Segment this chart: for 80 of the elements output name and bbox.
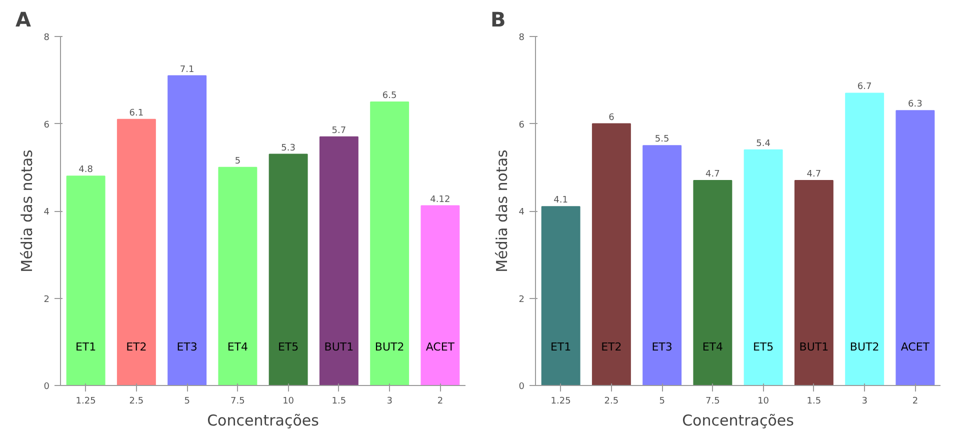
bar — [268, 154, 308, 386]
data-label: 5.5 — [654, 134, 670, 145]
annotation: ET4 — [702, 340, 724, 354]
annotation: BUT2 — [374, 340, 404, 354]
y-axis-title: Média das notas — [492, 149, 511, 272]
data-label: 4.12 — [430, 194, 450, 205]
y-tick-label: 6 — [44, 120, 50, 130]
annotation: ET4 — [227, 340, 248, 354]
annotation: ET3 — [176, 340, 198, 354]
data-label: 4.7 — [806, 169, 822, 180]
x-tick-label: 5 — [659, 396, 665, 406]
y-tick-label: 6 — [518, 120, 525, 130]
data-label: 6.7 — [857, 82, 872, 92]
bar — [116, 118, 156, 386]
bar — [592, 123, 631, 386]
y-tick-label: 2 — [44, 294, 50, 305]
chart-title: A — [16, 8, 32, 32]
y-tick-label: 0 — [44, 382, 50, 392]
y-tick-label: 0 — [518, 382, 525, 392]
x-tick-label: 10 — [758, 396, 770, 406]
y-tick-label: 4 — [44, 208, 50, 218]
data-label: 5.3 — [281, 143, 296, 154]
x-tick-label: 3 — [862, 396, 868, 406]
bar — [845, 92, 884, 386]
x-tick-label: 2 — [437, 396, 444, 406]
bar — [420, 205, 460, 386]
data-label: 4.1 — [554, 196, 568, 206]
x-tick-label: 2 — [912, 396, 918, 406]
bar — [541, 206, 580, 386]
bar — [66, 176, 106, 386]
bar — [218, 166, 258, 386]
x-axis-title: Concentrações — [207, 412, 320, 430]
x-tick-label: 1.25 — [550, 396, 571, 406]
annotation: ACET — [900, 340, 930, 354]
y-tick-label: 8 — [518, 33, 525, 43]
annotation: ET2 — [126, 340, 147, 354]
data-label: 6.5 — [382, 90, 397, 101]
x-axis-title: Concentrações — [682, 412, 794, 430]
data-label: 5 — [234, 156, 241, 166]
annotation: ACET — [426, 340, 455, 354]
bar — [642, 145, 682, 386]
x-tick-label: 1.5 — [332, 396, 346, 406]
data-label: 5.7 — [332, 126, 346, 136]
y-axis-title: Média das notas — [18, 149, 36, 272]
annotation: ET5 — [278, 340, 299, 354]
x-tick-label: 2.5 — [129, 396, 144, 406]
y-tick-label: 2 — [518, 294, 525, 305]
y-tick-label: 8 — [44, 33, 50, 43]
annotation: ET1 — [75, 340, 96, 354]
x-tick-label: 1.25 — [76, 396, 96, 406]
data-label: 4.7 — [706, 169, 720, 180]
annotation: BUT1 — [324, 340, 354, 354]
bar — [693, 180, 732, 386]
x-tick-label: 7.5 — [706, 396, 720, 406]
data-label: 7.1 — [180, 64, 194, 75]
bar — [319, 136, 358, 386]
x-tick-label: 2.5 — [604, 396, 619, 406]
bar — [370, 101, 410, 386]
annotation: ET1 — [550, 340, 572, 354]
x-tick-label: 7.5 — [230, 396, 245, 406]
x-tick-label: 5 — [184, 396, 190, 406]
bar — [168, 75, 207, 386]
annotation: ET2 — [601, 340, 622, 354]
data-label: 5.4 — [756, 138, 771, 149]
annotation: BUT2 — [850, 340, 880, 354]
y-tick-label: 4 — [518, 208, 525, 218]
annotation: BUT1 — [799, 340, 829, 354]
x-tick-label: 3 — [386, 396, 392, 406]
bar — [744, 149, 783, 386]
data-label: 6 — [608, 112, 615, 123]
data-label: 6.3 — [908, 100, 922, 110]
x-tick-label: 1.5 — [806, 396, 822, 406]
annotation: ET5 — [752, 340, 774, 354]
chart-title: B — [490, 8, 506, 32]
data-label: 4.8 — [78, 165, 94, 176]
annotation: ET3 — [652, 340, 672, 354]
data-label: 6.1 — [129, 108, 144, 118]
x-tick-label: 10 — [282, 396, 294, 406]
bar — [896, 110, 935, 386]
bar — [794, 180, 834, 386]
